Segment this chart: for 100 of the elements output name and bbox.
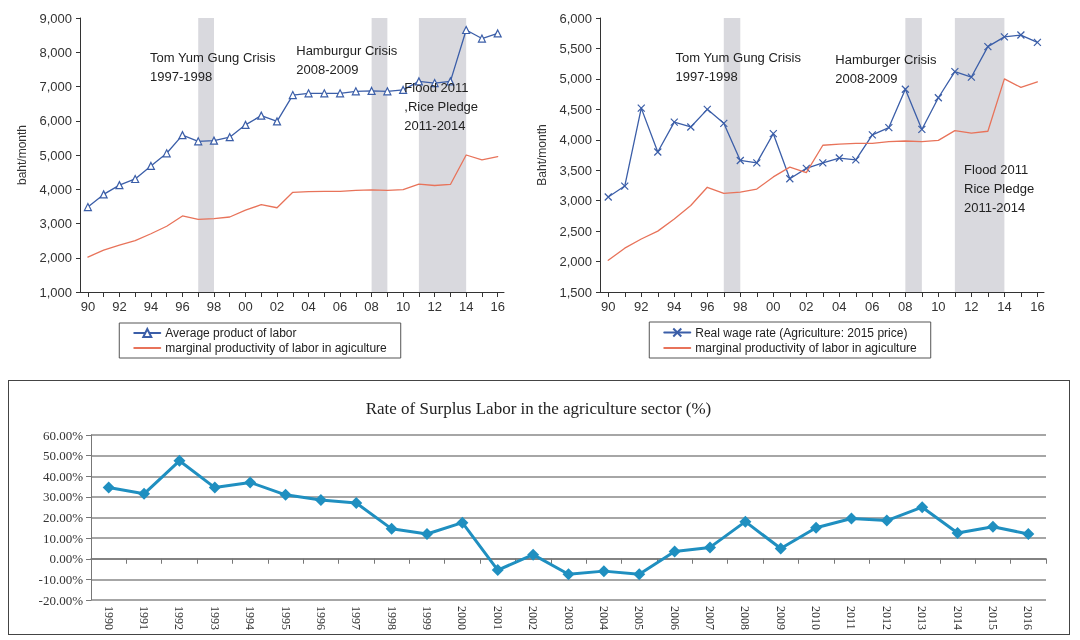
point <box>491 564 504 577</box>
x-tick-label: 90 <box>80 299 96 314</box>
point <box>225 133 234 142</box>
y-tick-label: 9,000 <box>39 10 72 26</box>
point <box>304 89 313 98</box>
point <box>383 87 392 96</box>
x-tick-label: 90 <box>601 299 616 314</box>
x-tick-label: 12 <box>427 299 442 314</box>
point <box>868 130 877 140</box>
point <box>845 512 858 525</box>
annotation: Tom Yum Gung Crisis 1997-1998 <box>149 50 276 85</box>
point <box>637 104 646 113</box>
y-tick-label: 7,000 <box>39 79 72 94</box>
y-tick-label: 5,000 <box>559 71 592 87</box>
point <box>818 158 827 168</box>
point <box>350 497 363 510</box>
point <box>138 487 151 500</box>
point <box>115 181 124 190</box>
x-tick-label: 1995 <box>278 606 293 630</box>
point <box>385 522 398 535</box>
y-tick-label: 5,000 <box>39 147 72 163</box>
x-tick-label: 96 <box>700 299 715 314</box>
x-tick-label: 1991 <box>137 606 152 630</box>
y-tick-label: 5,500 <box>559 40 592 56</box>
x-tick-label: 94 <box>143 299 159 314</box>
x-tick-label: 2015 <box>985 606 1000 630</box>
y-axis-title: Baht/month <box>535 124 549 186</box>
point <box>209 136 219 145</box>
x-tick-label: 2016 <box>1021 606 1036 630</box>
point <box>257 111 266 120</box>
x-tick-label: 1996 <box>313 606 328 630</box>
point <box>802 164 811 173</box>
x-tick-label: 10 <box>395 299 411 314</box>
point <box>670 118 679 127</box>
y-tick-label: 4,500 <box>559 101 592 117</box>
y-tick-label: 2,000 <box>559 254 592 270</box>
point <box>1033 38 1042 47</box>
x-tick-label: 98 <box>206 299 222 314</box>
x-tick-label: 02 <box>269 299 285 314</box>
x-tick-label: 2008 <box>738 606 753 630</box>
point <box>83 202 92 212</box>
point <box>653 147 662 157</box>
annotation: Flood 2011 Rice Pledge 2011-2014 <box>964 162 1035 216</box>
point <box>983 42 992 51</box>
point <box>194 137 203 146</box>
y-tick-label: 1,500 <box>559 284 592 300</box>
x-tick-label: 06 <box>865 299 880 314</box>
x-tick-label: 16 <box>1030 299 1045 314</box>
point <box>456 516 469 529</box>
point <box>562 568 575 581</box>
y-tick-label: 4,000 <box>39 181 72 197</box>
x-tick-label: 98 <box>733 299 748 314</box>
x-tick-label: 08 <box>364 299 379 314</box>
point <box>686 122 695 132</box>
point <box>597 565 610 578</box>
point <box>884 123 893 132</box>
x-tick-label: 92 <box>634 299 649 314</box>
point <box>950 67 959 76</box>
point <box>244 476 257 489</box>
line-series <box>87 154 499 258</box>
y-tick-label: 6,000 <box>39 113 72 129</box>
x-tick-label: 06 <box>332 299 348 314</box>
y-tick-label: 3,500 <box>559 162 592 178</box>
x-tick-label: 1997 <box>349 606 364 630</box>
point <box>769 129 778 138</box>
point <box>208 481 221 494</box>
x-tick-label: 2002 <box>526 606 541 630</box>
x-tick-label: 2011 <box>844 606 859 630</box>
point <box>314 493 327 506</box>
y-tick-label: -10.00% <box>38 571 84 587</box>
point <box>934 93 943 102</box>
annotation: Tom Yum Gung Crisis 1997-1998 <box>675 50 802 85</box>
point <box>752 158 761 168</box>
annotation: Flood 2011 ,Rice Pledge 2011-2014 <box>404 80 479 134</box>
point <box>279 488 292 501</box>
point <box>1016 30 1025 40</box>
y-tick-label: 60.00% <box>42 427 84 443</box>
point <box>99 190 108 199</box>
y-tick-label: 10.00% <box>42 530 84 546</box>
y-tick-label: 3,000 <box>39 216 72 231</box>
x-tick-label: 92 <box>112 299 127 314</box>
y-axis-title: baht/month <box>15 124 29 186</box>
x-tick-label: 00 <box>766 299 781 314</box>
x-tick-label: 96 <box>175 299 190 314</box>
x-tick-label: 16 <box>490 299 505 314</box>
x-tick-label: 2012 <box>879 606 894 630</box>
point <box>477 34 487 43</box>
point <box>703 541 716 554</box>
point <box>1000 32 1009 41</box>
x-tick-label: 2006 <box>667 606 682 630</box>
x-tick-label: 00 <box>238 299 253 314</box>
x-tick-label: 2000 <box>455 606 470 630</box>
y-tick-label: 1,000 <box>39 284 72 300</box>
x-tick-label: 1990 <box>101 606 116 630</box>
point <box>835 153 844 163</box>
point <box>967 72 976 82</box>
y-tick-label: 2,500 <box>559 223 592 239</box>
x-tick-label: 2004 <box>596 606 611 630</box>
y-tick-label: 4,000 <box>559 132 592 148</box>
legend-label: marginal productivity of labor in agiculture <box>165 341 388 355</box>
